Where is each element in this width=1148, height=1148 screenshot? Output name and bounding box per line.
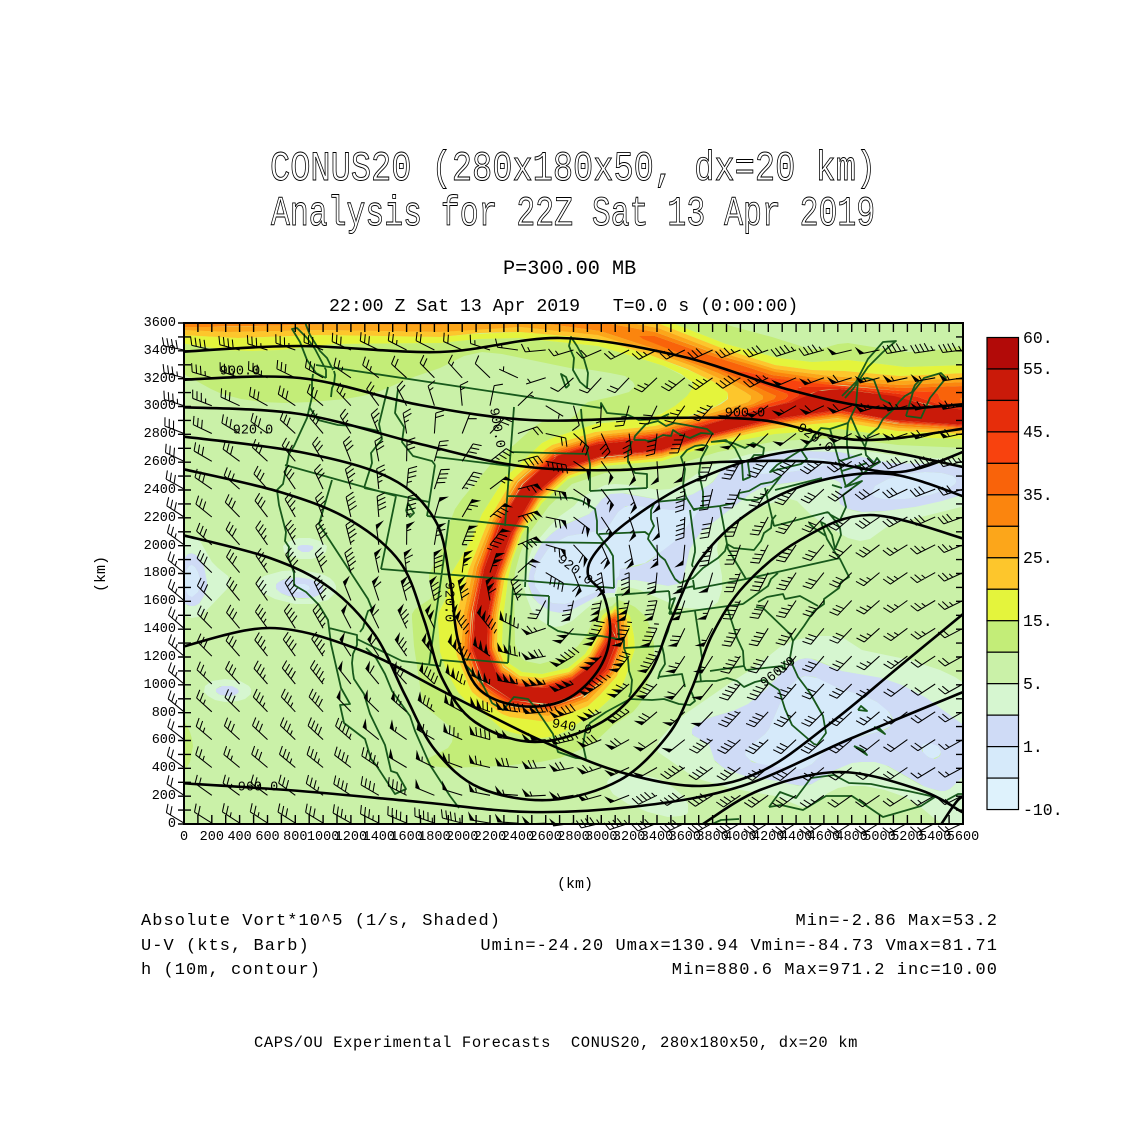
svg-text:900.0: 900.0 xyxy=(220,365,261,380)
svg-text:920.0: 920.0 xyxy=(440,582,455,623)
svg-text:900.0: 900.0 xyxy=(485,407,507,450)
svg-text:920.0: 920.0 xyxy=(233,424,274,439)
svg-text:940.0: 940.0 xyxy=(551,717,594,739)
